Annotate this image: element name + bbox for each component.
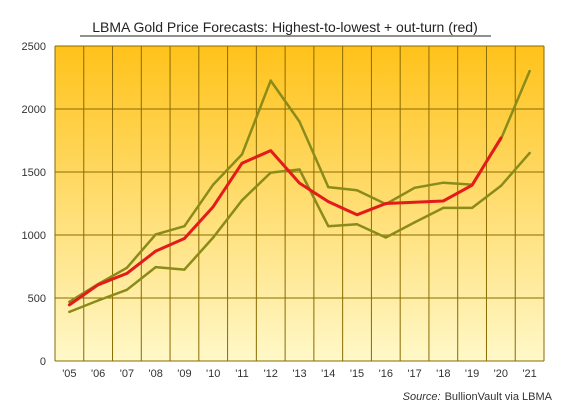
x-tick-label: '13: [292, 368, 306, 380]
x-tick-label: '11: [235, 368, 249, 380]
data-point-out-turn: [413, 201, 416, 204]
x-tick-label: '09: [177, 368, 191, 380]
data-point-lowest: [528, 151, 531, 155]
data-point-out-turn: [68, 303, 71, 307]
data-point-highest: [240, 153, 244, 156]
x-tick-label: '07: [120, 368, 134, 380]
data-point-out-turn: [355, 213, 359, 217]
data-point-lowest: [327, 224, 330, 228]
data-point-highest: [125, 266, 129, 269]
data-point-lowest: [298, 168, 301, 171]
data-point-out-turn: [298, 181, 301, 185]
data-point-highest: [442, 181, 445, 184]
data-point-highest: [327, 185, 330, 189]
data-point-lowest: [355, 223, 359, 226]
data-point-lowest: [154, 265, 157, 269]
data-point-lowest: [269, 171, 272, 174]
y-axis-ticks: 0 500 1000 1500 2000 2500: [22, 41, 46, 368]
chart-title: LBMA Gold Price Forecasts: Highest-to-lo…: [92, 19, 478, 35]
data-point-lowest: [96, 299, 100, 302]
grid-lines: [54, 45, 545, 362]
data-point-out-turn: [212, 205, 215, 208]
data-point-highest: [212, 183, 215, 186]
source-note: Source: BullionVault via LBMA: [403, 391, 553, 403]
data-point-highest: [355, 189, 359, 192]
y-tick-label: 1000: [22, 230, 46, 242]
data-point-highest: [269, 79, 272, 82]
x-tick-label: '08: [149, 368, 163, 380]
x-tick-label: '06: [91, 368, 105, 380]
data-point-out-turn: [442, 199, 445, 203]
data-point-out-turn: [499, 136, 503, 140]
y-tick-label: 500: [28, 293, 46, 305]
source-text: BullionVault via LBMA: [445, 391, 553, 403]
x-tick-label: '15: [350, 368, 364, 380]
data-point-lowest: [125, 288, 129, 292]
data-point-highest: [298, 120, 301, 123]
data-point-highest: [68, 300, 71, 303]
series-lines: [67, 69, 531, 314]
data-point-highest: [528, 70, 531, 73]
source-label: Source:: [403, 391, 441, 403]
data-point-highest: [154, 233, 157, 236]
data-point-out-turn: [327, 200, 330, 203]
x-tick-label: '12: [264, 368, 278, 380]
x-tick-label: '17: [407, 368, 421, 380]
data-point-out-turn: [154, 249, 157, 253]
y-tick-label: 1500: [22, 167, 46, 179]
data-point-lowest: [384, 236, 387, 239]
data-point-lowest: [240, 199, 244, 202]
series-line-out-turn: [67, 136, 503, 307]
x-tick-label: '14: [321, 368, 335, 380]
data-point-out-turn: [269, 149, 272, 152]
x-tick-label: '10: [206, 368, 220, 380]
data-point-lowest: [413, 221, 416, 224]
x-tick-label: '19: [465, 368, 479, 380]
data-point-lowest: [212, 236, 215, 239]
data-point-lowest: [470, 206, 474, 210]
x-tick-label: '05: [62, 368, 76, 380]
plot-background: [55, 46, 544, 361]
data-point-lowest: [183, 268, 186, 271]
data-point-out-turn: [240, 161, 244, 165]
data-point-lowest: [68, 310, 71, 314]
data-point-out-turn: [470, 184, 474, 187]
data-point-out-turn: [125, 272, 129, 275]
data-point-out-turn: [183, 237, 186, 240]
y-tick-label: 2500: [22, 41, 46, 53]
data-point-out-turn: [96, 283, 100, 286]
x-tick-label: '20: [494, 368, 508, 380]
x-tick-label: '18: [436, 368, 450, 380]
y-tick-label: 0: [40, 356, 46, 368]
y-tick-label: 2000: [22, 104, 46, 116]
data-point-lowest: [499, 184, 503, 188]
data-point-out-turn: [384, 202, 387, 205]
x-tick-label: '16: [379, 368, 393, 380]
x-axis-ticks: '05 '06 '07 '08 '09 '10 '11 '12 '13 '14 '15 '16 '17 '…: [62, 368, 537, 380]
x-tick-label: '21: [522, 368, 536, 380]
data-point-highest: [413, 186, 416, 189]
data-point-highest: [183, 224, 186, 228]
data-point-lowest: [442, 206, 445, 210]
